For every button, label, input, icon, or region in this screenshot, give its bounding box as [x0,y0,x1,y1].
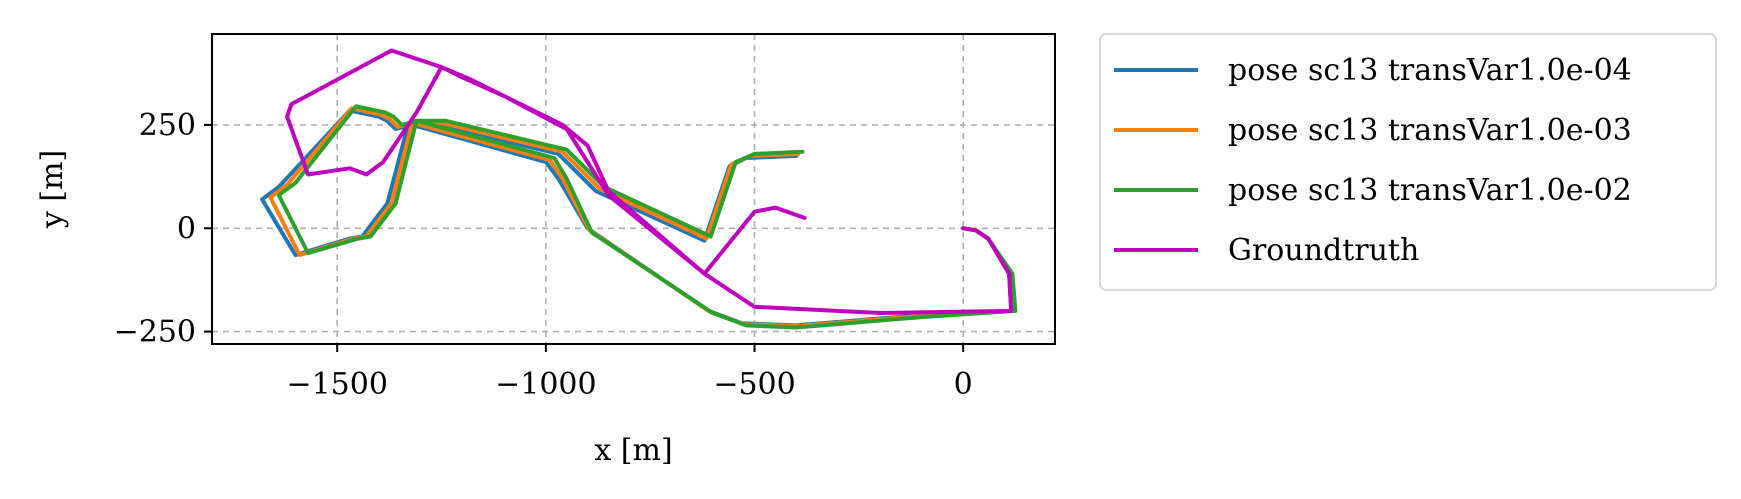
x-tick-label: 0 [954,367,973,402]
series-line-4 [285,48,1014,315]
y-tick-label: 0 [177,211,196,246]
plot-frame [211,33,1056,345]
legend-label: pose sc13 transVar1.0e-04 [1228,53,1632,88]
y-tick-label: −250 [114,315,196,350]
x-tick-label: −1000 [495,367,596,402]
x-tick-label: −1500 [286,367,387,402]
x-tick-label: −500 [713,367,795,402]
legend-box [1099,33,1717,291]
legend-label: pose sc13 transVar1.0e-02 [1228,173,1632,208]
ticks: −1500 −1000 −500 0 −250 0 250 [114,108,973,402]
legend: pose sc13 transVar1.0e-04 pose sc13 trans… [1099,33,1717,291]
x-axis-label: x [m] [594,433,672,468]
y-tick-label: 250 [139,108,196,143]
legend-label: Groundtruth [1228,233,1419,268]
y-axis-label: y [m] [35,150,70,229]
series-lines [260,48,1018,330]
series-line-3 [276,104,1018,330]
grid [212,34,1055,344]
legend-label: pose sc13 transVar1.0e-03 [1228,113,1632,148]
